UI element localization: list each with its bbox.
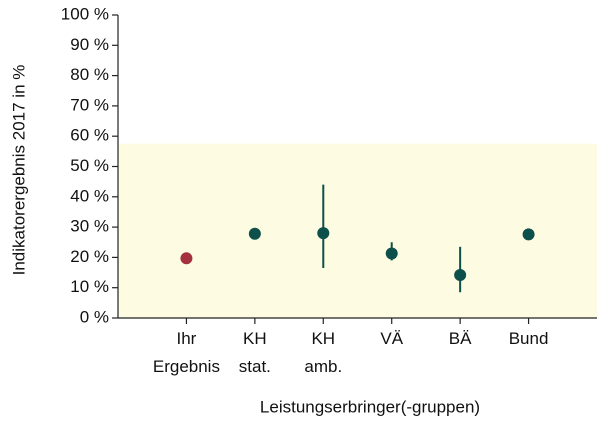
y-tick-label: 0 %	[80, 307, 109, 326]
y-tick-label: 90 %	[70, 35, 109, 54]
y-tick-label: 30 %	[70, 217, 109, 236]
dot	[248, 227, 261, 240]
dot	[317, 227, 330, 240]
y-tick-label: 70 %	[70, 95, 109, 114]
dot	[385, 247, 398, 260]
reference-band	[118, 143, 597, 318]
y-tick-label: 10 %	[70, 277, 109, 296]
x-tick-label: BÄ	[449, 329, 472, 348]
y-tick-label: 80 %	[70, 65, 109, 84]
x-tick-label: VÄ	[380, 329, 403, 348]
x-tick-label: Ihr Ergebnis	[153, 329, 220, 376]
x-tick-label: KH stat.	[239, 329, 271, 376]
y-tick-label: 100 %	[61, 4, 109, 23]
y-tick-label: 40 %	[70, 186, 109, 205]
x-tick-label: KH amb.	[304, 329, 342, 376]
dot	[454, 268, 467, 281]
dot	[180, 252, 193, 265]
y-tick-label: 50 %	[70, 156, 109, 175]
dot	[522, 228, 535, 241]
x-axis-label: Leistungserbringer(-gruppen)	[260, 397, 480, 416]
y-tick-label: 20 %	[70, 247, 109, 266]
x-tick-label: Bund	[509, 329, 549, 348]
y-axis-label: Indikatorergebnis 2017 in %	[9, 65, 28, 276]
y-tick-label: 60 %	[70, 126, 109, 145]
